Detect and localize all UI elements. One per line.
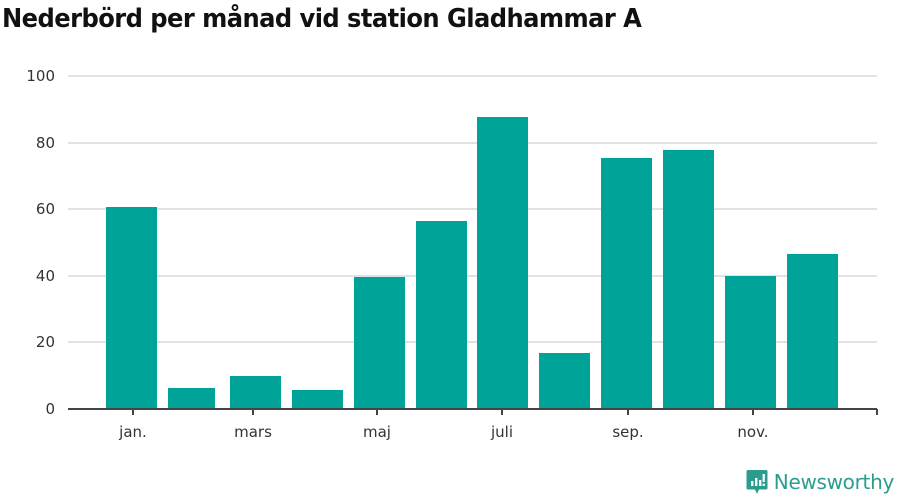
bar-maj <box>353 277 405 409</box>
y-tick-label: 0 <box>45 400 55 418</box>
x-tick-label: maj <box>363 423 391 441</box>
bar-apr <box>291 390 343 409</box>
y-tick-label: 80 <box>35 134 55 152</box>
bar-chart-speech-bubble-icon <box>746 470 768 494</box>
bar-mars <box>229 376 281 409</box>
x-tick-label: sep. <box>612 423 644 441</box>
gridline-100 <box>68 75 877 77</box>
bar-dec <box>786 254 838 409</box>
gridline-60 <box>68 208 877 210</box>
x-tick-label: juli <box>490 423 514 441</box>
x-tick-label: mars <box>234 423 272 441</box>
y-tick-label: 40 <box>35 267 55 285</box>
x-tick-mark <box>252 409 254 415</box>
x-tick-mark <box>752 409 754 415</box>
chart-title: Nederbörd per månad vid station Gladhamm… <box>2 4 642 34</box>
brand-name: Newsworthy <box>773 470 895 494</box>
bar-juli <box>477 116 529 409</box>
gridline-20 <box>68 341 877 343</box>
y-tick-label: 60 <box>35 200 55 218</box>
y-tick-label: 100 <box>26 67 55 85</box>
x-tick-mark <box>376 409 378 415</box>
gridline-40 <box>68 275 877 277</box>
gridline-80 <box>68 142 877 144</box>
x-tick-label: nov. <box>737 423 769 441</box>
bar-jan <box>106 206 157 409</box>
bar-feb <box>167 388 215 409</box>
newsworthy-logo: Newsworthy <box>746 469 894 495</box>
bar-aug <box>539 353 591 409</box>
x-tick-mark <box>132 409 134 415</box>
bar-okt <box>663 149 715 409</box>
y-tick-label: 20 <box>35 333 55 351</box>
x-tick-mark <box>627 409 629 415</box>
bar-sep <box>601 157 653 409</box>
x-axis-line <box>68 408 877 410</box>
x-tick-mark <box>501 409 503 415</box>
x-tick-mark <box>876 409 878 415</box>
bar-juni <box>415 220 467 409</box>
x-tick-label: jan. <box>119 423 147 441</box>
bar-nov <box>725 276 776 409</box>
